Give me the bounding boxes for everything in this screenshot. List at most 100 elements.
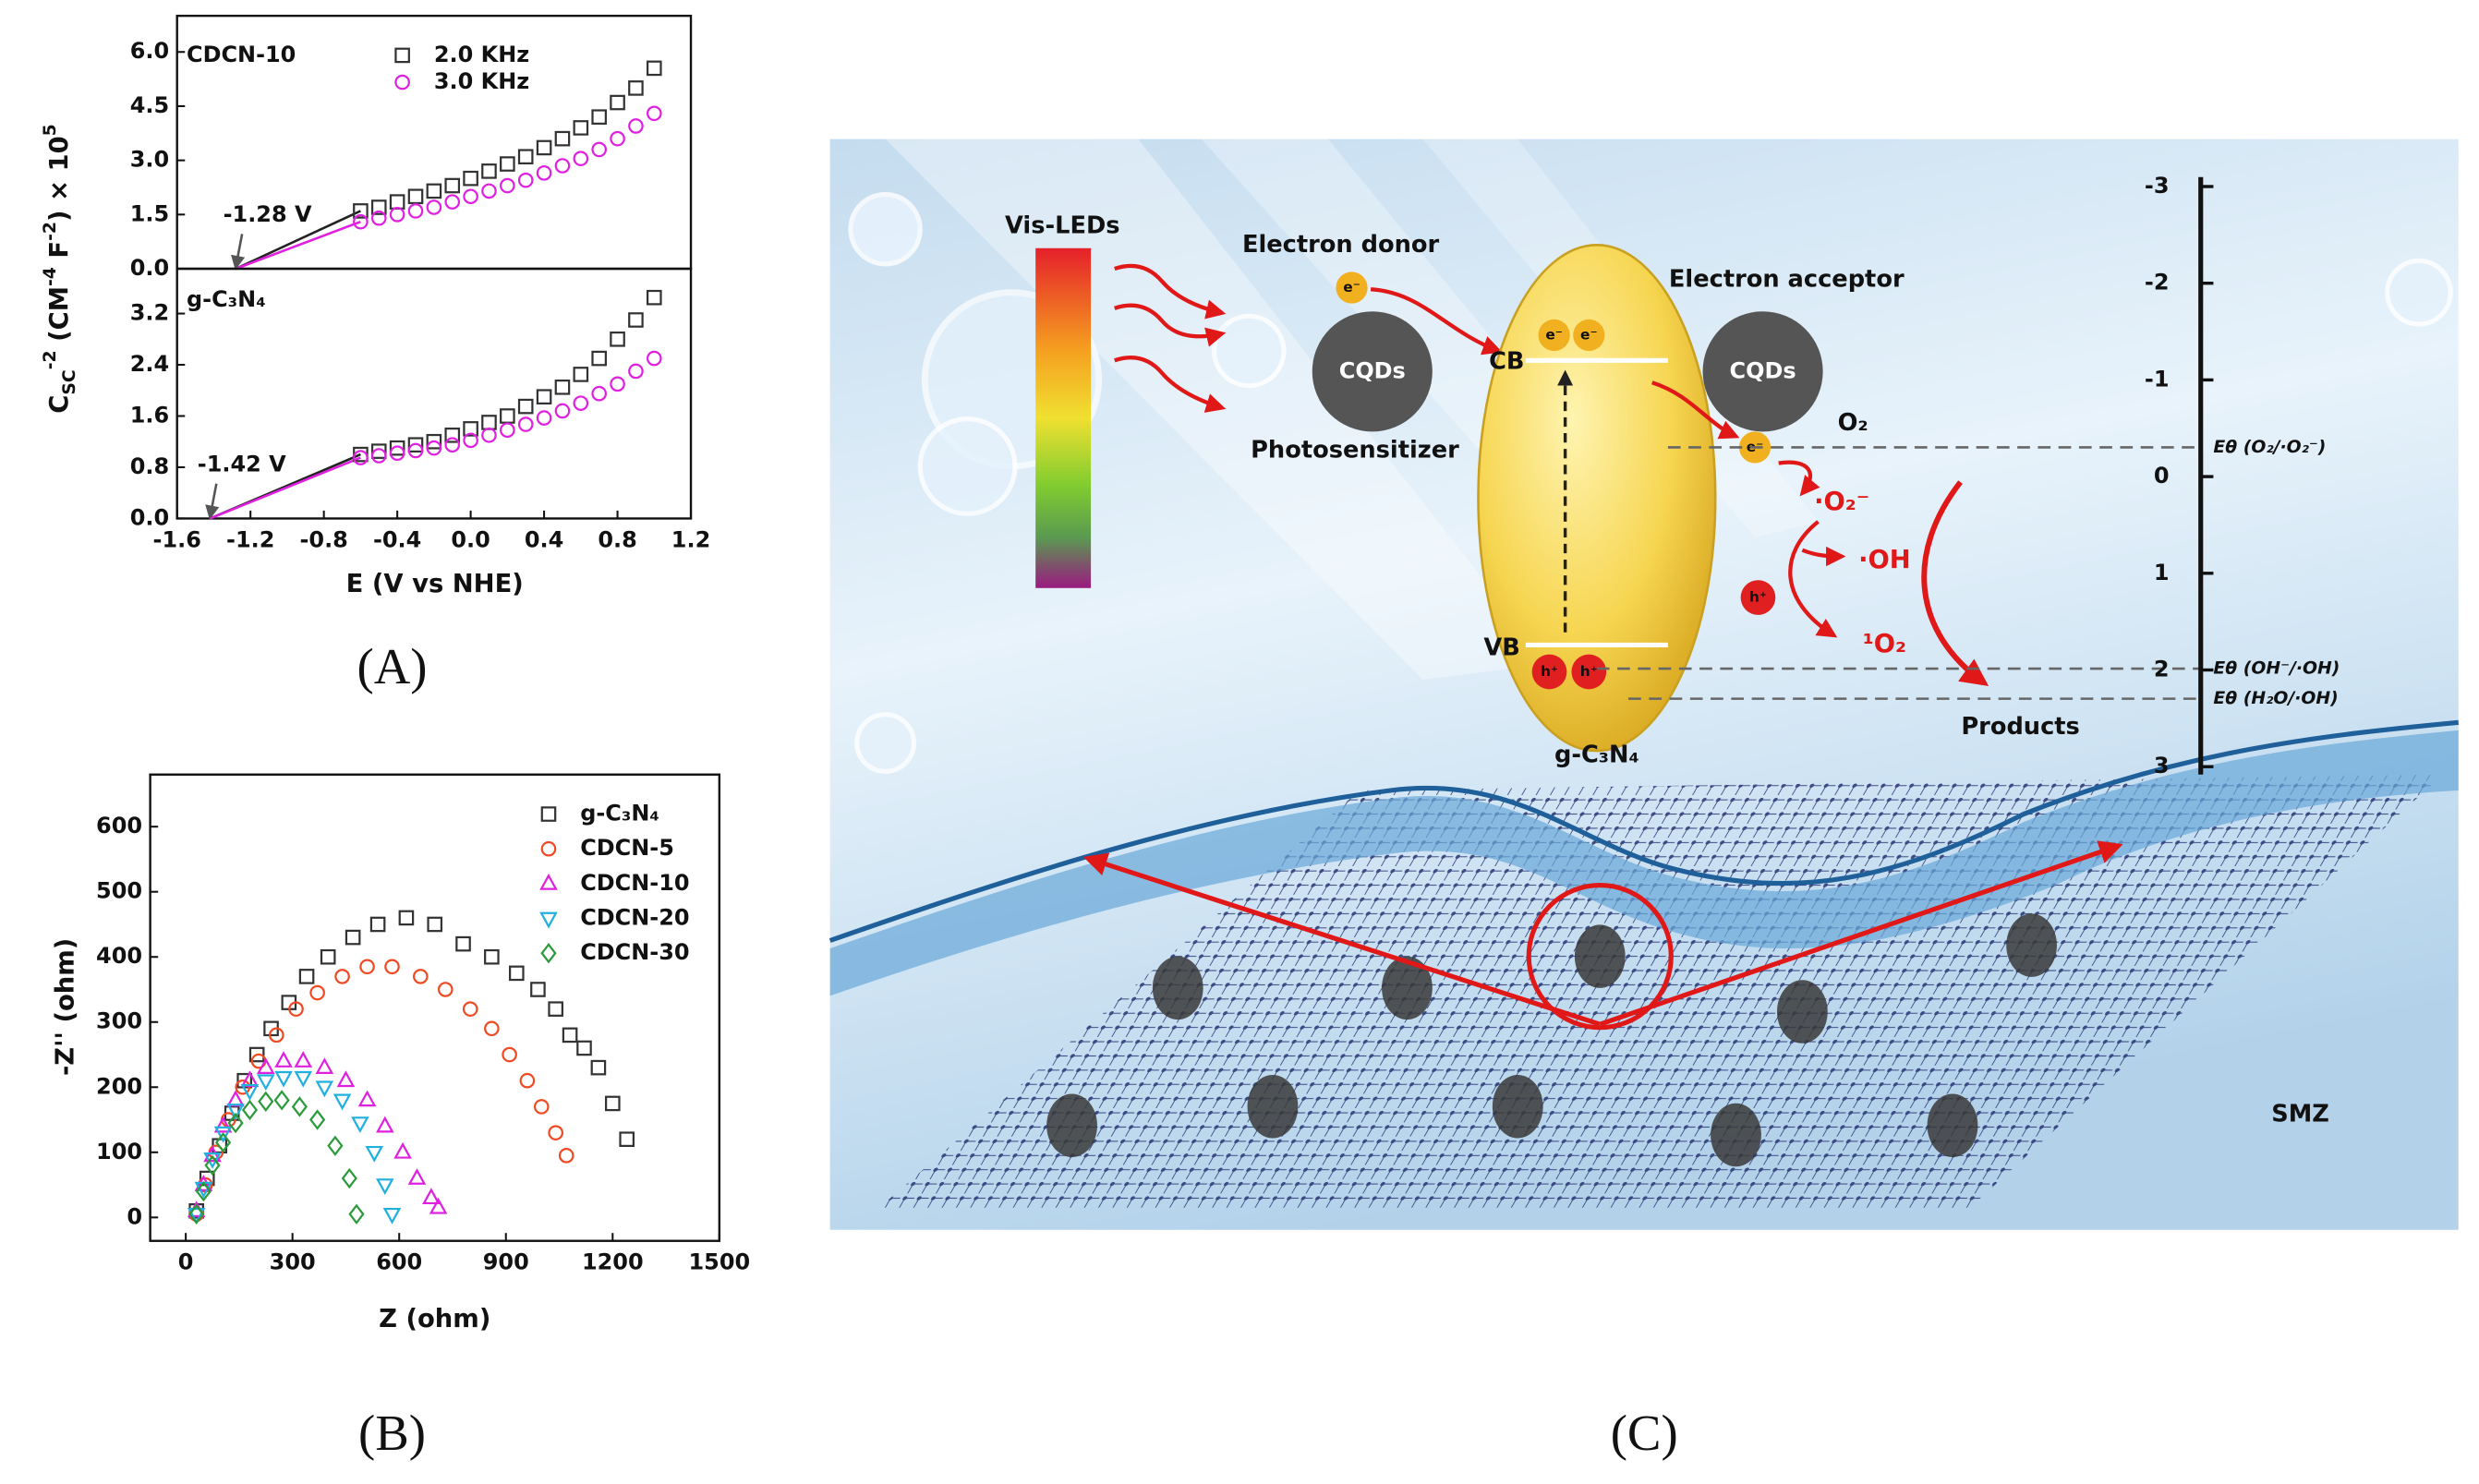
cqd-particle bbox=[1927, 1093, 1978, 1158]
data-point bbox=[187, 1207, 206, 1225]
data-point bbox=[188, 1203, 205, 1225]
label: g-C₃N₄ bbox=[1554, 742, 1639, 769]
data-point bbox=[256, 1057, 275, 1074]
annotation-arrow bbox=[231, 234, 246, 271]
data-point bbox=[591, 141, 607, 158]
data-point bbox=[429, 1197, 448, 1214]
data-point bbox=[204, 1154, 221, 1176]
energy-tick-label: -3 bbox=[2145, 173, 2170, 199]
data-point bbox=[426, 433, 442, 450]
data-point bbox=[610, 94, 625, 111]
data-point bbox=[628, 312, 644, 328]
data-point bbox=[484, 1020, 500, 1037]
data-point bbox=[327, 1135, 344, 1156]
data-point bbox=[353, 450, 369, 465]
y-tick-label: 600 bbox=[96, 813, 142, 839]
cqd-particle bbox=[1492, 1074, 1543, 1139]
data-point bbox=[558, 1148, 574, 1164]
legend-marker bbox=[540, 840, 557, 857]
data-point bbox=[389, 445, 405, 462]
potential-label: Eθ (H₂O/·OH) bbox=[2213, 689, 2338, 708]
y-tick-label: 0 bbox=[127, 1203, 142, 1229]
data-point bbox=[554, 158, 571, 174]
data-point bbox=[591, 350, 607, 367]
panel-sample-label: g-C₃N₄ bbox=[187, 286, 266, 312]
cqd-label: CQDs bbox=[1730, 357, 1796, 383]
data-point bbox=[463, 421, 478, 437]
data-point bbox=[393, 1141, 412, 1159]
data-point bbox=[288, 1001, 304, 1017]
legend-label: CDCN-30 bbox=[580, 939, 689, 965]
data-point bbox=[463, 170, 478, 187]
data-point bbox=[315, 1057, 334, 1074]
arrow bbox=[1801, 546, 1846, 567]
arrow bbox=[1921, 480, 1989, 686]
legend-marker bbox=[540, 943, 557, 964]
plot-frame bbox=[149, 773, 721, 1242]
data-point bbox=[269, 1027, 284, 1044]
data-point bbox=[227, 1112, 244, 1134]
x-axis-label: Z (ohm) bbox=[379, 1305, 490, 1333]
data-point bbox=[444, 194, 461, 210]
y-label-part: F bbox=[45, 241, 74, 267]
data-point bbox=[309, 1109, 326, 1130]
data-point bbox=[619, 1131, 635, 1148]
x-tick-label: 900 bbox=[483, 1249, 529, 1275]
data-point bbox=[248, 1046, 265, 1063]
x-axis-label: E (V vs NHE) bbox=[346, 570, 524, 598]
label: ·OH bbox=[1858, 546, 1911, 574]
data-point bbox=[628, 80, 644, 96]
data-point bbox=[336, 1070, 356, 1088]
arrow bbox=[1788, 520, 1838, 638]
x-tick-label: 0.0 bbox=[451, 526, 490, 552]
data-point bbox=[536, 410, 552, 426]
y-tick-label: 0.0 bbox=[130, 504, 169, 530]
x-tick-label: -0.4 bbox=[373, 526, 421, 552]
data-point bbox=[576, 1040, 592, 1056]
data-point bbox=[195, 1180, 212, 1202]
data-point bbox=[463, 188, 478, 205]
electron-label: e⁻ bbox=[1343, 279, 1360, 296]
data-point bbox=[309, 984, 325, 1001]
data-point bbox=[533, 1099, 550, 1115]
data-point bbox=[384, 959, 400, 975]
cqd bbox=[1312, 311, 1433, 432]
electron-label: e⁻ bbox=[1580, 326, 1598, 343]
fit-line bbox=[235, 220, 361, 271]
legend-label: 3.0 KHz bbox=[434, 68, 529, 94]
data-point bbox=[359, 959, 375, 975]
data-point bbox=[437, 982, 453, 997]
bubble bbox=[1212, 313, 1287, 389]
water-wave bbox=[829, 730, 2459, 996]
x-tick-label: -1.6 bbox=[153, 526, 201, 552]
data-point bbox=[334, 969, 350, 984]
data-point bbox=[413, 969, 429, 984]
data-point bbox=[554, 130, 571, 147]
data-point bbox=[646, 60, 662, 77]
x-tick-label: 1.2 bbox=[671, 526, 710, 552]
data-point bbox=[235, 1079, 251, 1095]
data-point bbox=[320, 948, 336, 965]
legend-marker bbox=[394, 47, 410, 64]
y-axis-label: CSC-2 (CM-4 F-2) × 105 bbox=[41, 124, 79, 413]
label: O₂ bbox=[1838, 409, 1868, 437]
y-tick-label: 0.0 bbox=[130, 255, 169, 281]
arrow bbox=[1082, 852, 1602, 1027]
data-point bbox=[463, 432, 478, 449]
data-point bbox=[517, 416, 534, 432]
y-tick-label: 500 bbox=[96, 878, 142, 904]
y-tick-label: 200 bbox=[96, 1073, 142, 1099]
data-point bbox=[481, 183, 497, 199]
panel-label: (A) bbox=[357, 638, 427, 694]
data-point bbox=[213, 1116, 233, 1133]
fit-line bbox=[235, 210, 361, 271]
data-point bbox=[628, 363, 644, 380]
data-point bbox=[562, 1027, 578, 1044]
fit-line bbox=[209, 456, 361, 520]
data-point bbox=[604, 1095, 621, 1112]
data-point bbox=[481, 163, 497, 179]
x-tick-label: 0 bbox=[178, 1249, 194, 1275]
data-point bbox=[422, 1188, 441, 1205]
data-point bbox=[274, 1051, 293, 1068]
data-point bbox=[591, 109, 607, 125]
